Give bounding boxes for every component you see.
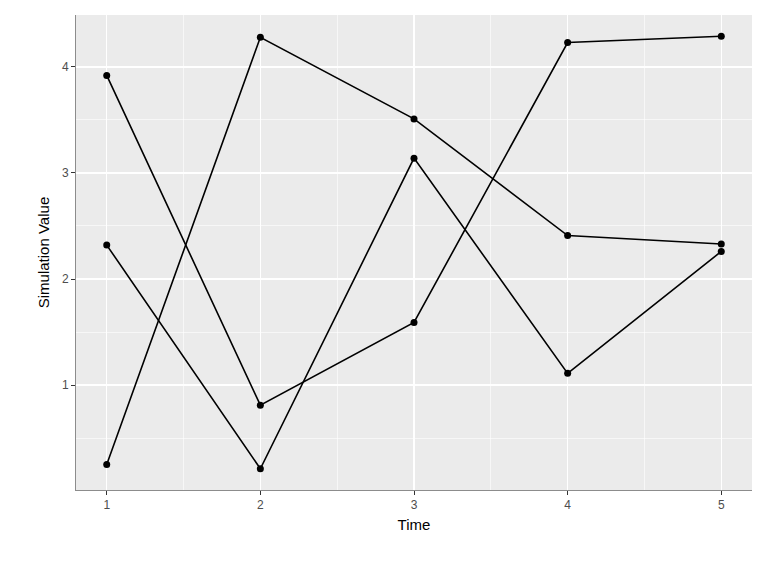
svg-text:4: 4 bbox=[564, 498, 571, 512]
svg-text:3: 3 bbox=[411, 498, 418, 512]
svg-text:2: 2 bbox=[257, 498, 264, 512]
svg-text:1: 1 bbox=[103, 498, 110, 512]
svg-text:1: 1 bbox=[62, 378, 69, 392]
svg-text:2: 2 bbox=[62, 272, 69, 286]
svg-text:5: 5 bbox=[718, 498, 725, 512]
svg-text:3: 3 bbox=[62, 166, 69, 180]
svg-text:4: 4 bbox=[62, 60, 69, 74]
svg-text:Time: Time bbox=[398, 516, 431, 533]
svg-text:Simulation Value: Simulation Value bbox=[35, 197, 52, 308]
